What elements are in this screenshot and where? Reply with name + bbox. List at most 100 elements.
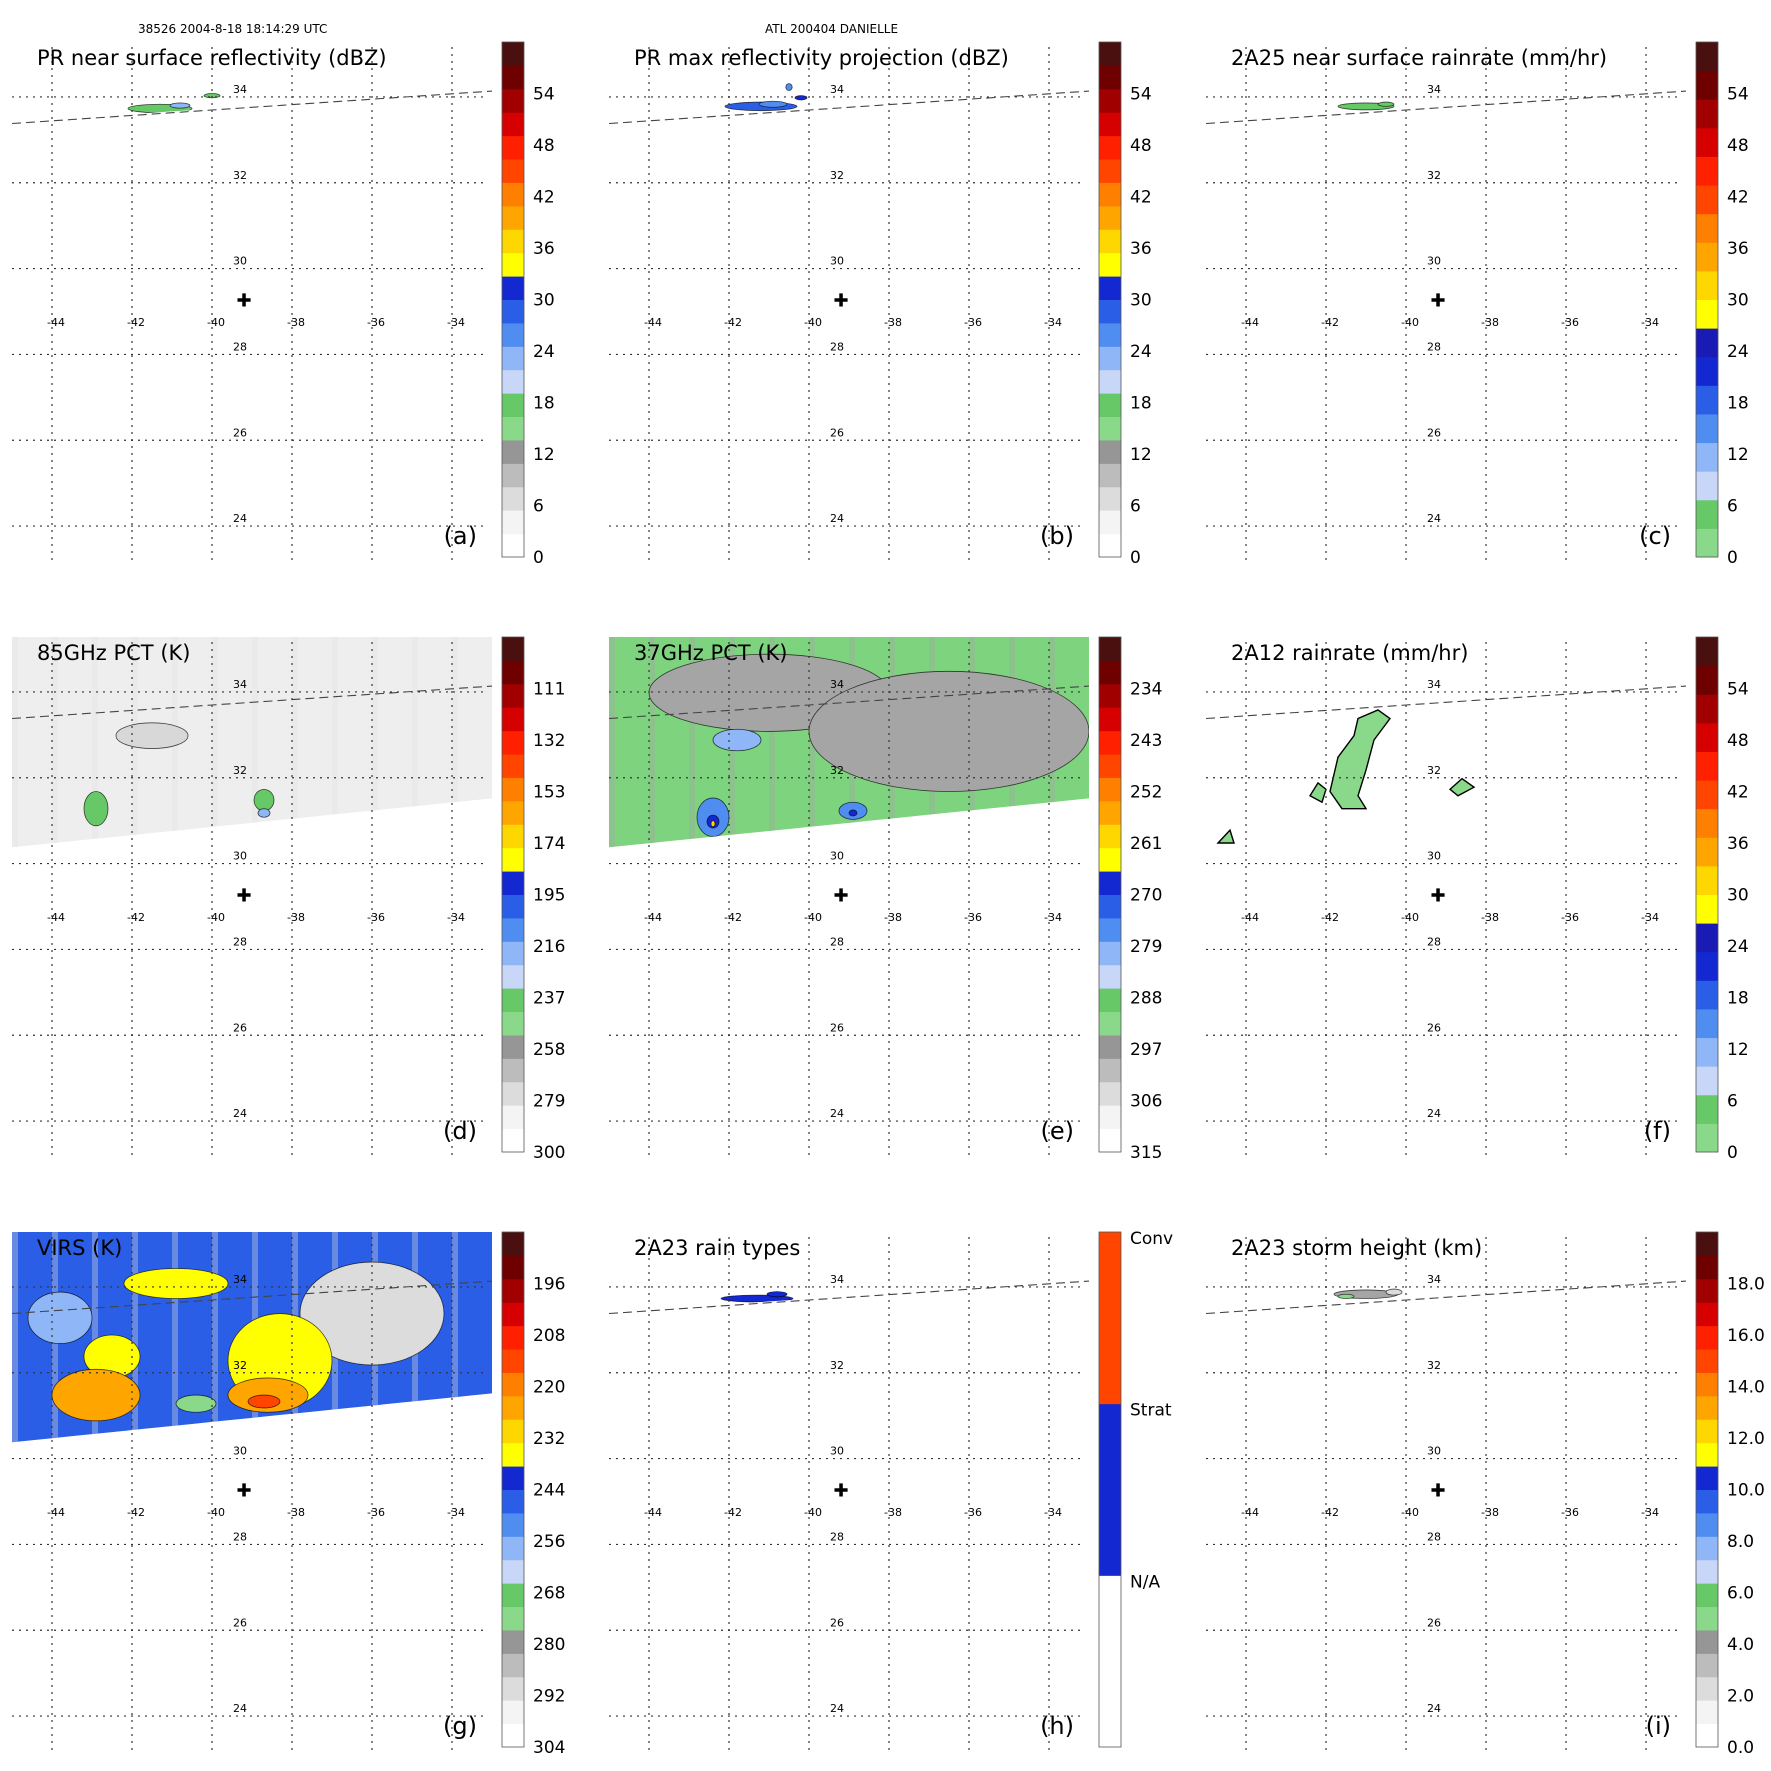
- panel-c-lat-label: 26: [1427, 426, 1441, 439]
- panel-e-lon-label: -38: [884, 911, 902, 924]
- panel-h-lon-label: -44: [644, 1506, 662, 1519]
- panel-b-colorbar-segment: [1099, 533, 1121, 558]
- figure-header-orbit-time: 38526 2004-8-18 18:14:29 UTC: [138, 22, 328, 36]
- panel-b-colorbar-tick: 0: [1130, 548, 1141, 568]
- panel-d-colorbar-tick: 174: [533, 834, 565, 854]
- panel-f-colorbar-segment: [1696, 722, 1718, 752]
- panel-i-colorbar-segment: [1696, 1372, 1718, 1397]
- panel-h-colorbar-tick: N/A: [1130, 1572, 1160, 1592]
- panel-d-swath-band: [292, 637, 298, 848]
- panel-d-lat-label: 24: [233, 1107, 247, 1120]
- panel-g-colorbar-segment: [502, 1512, 524, 1537]
- panel-e-colorbar-tick: 288: [1130, 989, 1162, 1009]
- panel-g-swath-band: [172, 1232, 178, 1443]
- panel-f-swath-edge: [1205, 685, 1687, 720]
- panel-f-colorbar-tick: 0: [1727, 1143, 1738, 1163]
- panel-c-rain-feature-1: [1377, 101, 1395, 107]
- panel-i-colorbar-segment: [1696, 1442, 1718, 1467]
- panel-f-lat-label: 24: [1427, 1107, 1441, 1120]
- panel-i-colorbar-segment: [1696, 1512, 1718, 1537]
- panel-f-label: (f): [1644, 1117, 1671, 1145]
- panel-f-colorbar-tick: 36: [1727, 834, 1749, 854]
- panel-a-lon-label: -44: [47, 316, 65, 329]
- panel-c-data-layer: [1337, 101, 1395, 111]
- panel-h-lon-label: -36: [964, 1506, 982, 1519]
- panel-b-swath-edge: [608, 90, 1090, 125]
- panel-e-colorbar-segment: [1099, 660, 1121, 685]
- panel-a: -44 -42 -40 -38 -36 -34 34 32 30 28 26 24 ✚ PR near s…: [11, 41, 555, 568]
- panel-d-colorbar-segment: [502, 1081, 524, 1106]
- panel-i-colorbar-tick: 16.0: [1727, 1326, 1765, 1346]
- panel-e-rain-feature-4: [710, 820, 716, 828]
- panel-f-colorbar-segment: [1696, 808, 1718, 838]
- panel-c-colorbar-segment: [1696, 528, 1718, 558]
- panel-c-colorbar-tick: 6: [1727, 497, 1738, 517]
- panel-d-colorbar-segment: [502, 660, 524, 685]
- panel-b-colorbar-frame: [1098, 41, 1122, 558]
- panel-h-lat-label: 34: [830, 1273, 844, 1286]
- panel-i-lon-label: -34: [1641, 1506, 1659, 1519]
- panel-e-lat-label: 34: [830, 678, 844, 691]
- panel-c-colorbar-tick: 18: [1727, 394, 1749, 414]
- panel-b-colorbar-tick: 18: [1130, 394, 1152, 414]
- panel-i-rain-feature-2: [1337, 1293, 1355, 1299]
- panel-e-label: (e): [1041, 1117, 1075, 1145]
- panel-f-lon-label: -40: [1401, 911, 1419, 924]
- panel-e-colorbar-segment: [1099, 754, 1121, 778]
- panel-e-colorbar-segment: [1099, 941, 1121, 966]
- panel-f-colorbar-segment: [1696, 980, 1718, 1010]
- panel-e-lon-label: -40: [804, 911, 822, 924]
- panel-d-swath-edge: [11, 685, 493, 720]
- panel-g-lat-label: 26: [233, 1616, 247, 1629]
- panel-f-lat-label: 30: [1427, 850, 1441, 863]
- panel-i-lat-label: 28: [1427, 1530, 1441, 1543]
- panel-e: -44 -42 -40 -38 -36 -34 34 32 30 28 26 24 ✚ 37GHz PCT…: [608, 636, 1162, 1163]
- panel-i: -44 -42 -40 -38 -36 -34 34 32 30 28 26 24 ✚ 2A23 stor…: [1205, 1231, 1765, 1758]
- panel-c-colorbar-segment: [1696, 385, 1718, 415]
- panel-i-colorbar-segment: [1696, 1559, 1718, 1584]
- panel-a-data-layer: [127, 93, 221, 114]
- panel-c-storm-center-marker: ✚: [1430, 291, 1445, 312]
- panel-g-lat-label: 30: [233, 1445, 247, 1458]
- panel-a-lat-label: 26: [233, 426, 247, 439]
- panel-f-colorbar-segment: [1696, 865, 1718, 895]
- panel-b-colorbar-segment: [1099, 276, 1121, 300]
- panel-a-colorbar-segment: [502, 486, 524, 511]
- panel-c-lon-label: -44: [1241, 316, 1259, 329]
- panel-f-storm-center-marker: ✚: [1430, 886, 1445, 907]
- panel-a-colorbar-segment: [502, 276, 524, 300]
- panel-d-colorbar-segment: [502, 1011, 524, 1036]
- panel-b-lon-label: -40: [804, 316, 822, 329]
- panel-h-storm-center-marker: ✚: [833, 1481, 848, 1502]
- panel-e-colorbar-segment: [1099, 800, 1121, 825]
- panel-e-colorbar-segment: [1099, 707, 1121, 732]
- panel-g-colorbar-segment: [502, 1325, 524, 1350]
- panel-h-lon-label: -38: [884, 1506, 902, 1519]
- panel-d-swath-band: [252, 637, 258, 848]
- panel-d-lon-label: -44: [47, 911, 65, 924]
- panel-a-colorbar-tick: 12: [533, 445, 555, 465]
- panel-b-lon-label: -42: [724, 316, 742, 329]
- panel-h-title: 2A23 rain types: [634, 1236, 800, 1260]
- panel-e-storm-center-marker: ✚: [833, 886, 848, 907]
- panel-c-colorbar-tick: 36: [1727, 239, 1749, 259]
- panel-c-colorbar-segment: [1696, 156, 1718, 186]
- panel-c-lon-label: -34: [1641, 316, 1659, 329]
- panel-d-data-layer: [12, 637, 492, 848]
- panel-d-title: 85GHz PCT (K): [37, 641, 190, 665]
- panel-d-colorbar-segment: [502, 894, 524, 919]
- panel-a-colorbar-segment: [502, 42, 524, 66]
- panel-f-colorbar-segment: [1696, 1066, 1718, 1096]
- panel-a-colorbar-tick: 48: [533, 136, 555, 156]
- panel-g-colorbar-segment: [502, 1700, 524, 1725]
- panel-g-colorbar-segment: [502, 1629, 524, 1654]
- panel-g-storm-center-marker: ✚: [236, 1481, 251, 1502]
- panel-d-colorbar-tick: 132: [533, 731, 565, 751]
- panel-f-lat-label: 32: [1427, 764, 1441, 777]
- panel-g-lon-label: -34: [447, 1506, 465, 1519]
- panel-g-colorbar-tick: 232: [533, 1429, 565, 1449]
- panel-i-colorbar-segment: [1696, 1653, 1718, 1678]
- panel-e-lon-label: -36: [964, 911, 982, 924]
- panel-g-colorbar-segment: [502, 1442, 524, 1467]
- panel-g-colorbar-tick: 196: [533, 1275, 565, 1295]
